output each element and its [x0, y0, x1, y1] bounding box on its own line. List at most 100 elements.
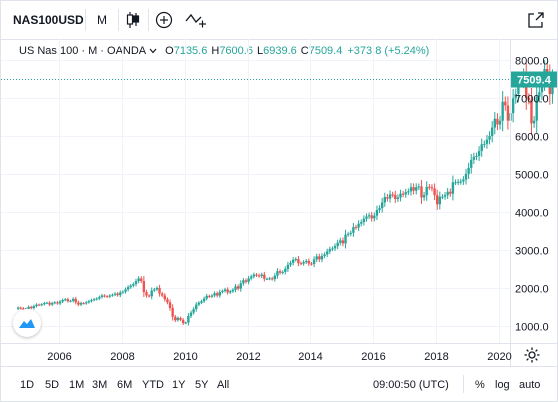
- candle-body: [208, 295, 211, 297]
- candle-body: [493, 118, 497, 128]
- candle-body: [155, 287, 159, 290]
- candle-body: [459, 181, 462, 183]
- candle-body: [111, 294, 114, 296]
- candle-body: [171, 308, 174, 317]
- candle-body: [77, 302, 80, 305]
- toolbar-divider: [148, 9, 149, 31]
- y-tick-label: 3000.0: [515, 246, 549, 258]
- range-all[interactable]: All: [217, 378, 230, 391]
- candle-body: [58, 301, 62, 304]
- candle-body: [472, 156, 476, 160]
- candle-body: [320, 255, 324, 260]
- candle-body: [210, 295, 214, 297]
- candle-body: [174, 316, 177, 321]
- candle-body: [200, 301, 203, 303]
- range-5y[interactable]: 5Y: [195, 378, 209, 391]
- series-title[interactable]: US Nas 100 · M · OANDA: [19, 45, 147, 57]
- candle-body: [166, 299, 169, 303]
- candle-body: [438, 196, 442, 205]
- expand-icon[interactable]: [523, 1, 549, 39]
- candle-body: [268, 278, 271, 280]
- candle-body: [297, 259, 300, 264]
- candle-body: [404, 192, 407, 195]
- candle-body: [501, 101, 504, 121]
- candle-body: [64, 299, 67, 301]
- tradingview-logo-icon[interactable]: [13, 309, 41, 337]
- indicators-icon[interactable]: [183, 1, 209, 39]
- candle-body: [192, 309, 195, 313]
- candle-body: [19, 307, 22, 309]
- candle-body: [278, 271, 282, 273]
- candle-body: [506, 105, 510, 121]
- candle-body: [412, 187, 415, 191]
- clock-time[interactable]: 09:00:50 (UTC): [373, 378, 449, 391]
- candle-body: [48, 302, 51, 305]
- candle-body: [333, 246, 337, 249]
- candle-body: [367, 215, 371, 217]
- last-price-label: 7509.4: [517, 75, 552, 87]
- percent-toggle[interactable]: %: [475, 378, 485, 391]
- candle-body: [229, 291, 232, 293]
- candle-body: [103, 295, 106, 297]
- candle-body: [284, 268, 287, 272]
- candle-body: [71, 298, 75, 301]
- candle-body: [119, 292, 122, 296]
- candle-body: [205, 295, 208, 299]
- candle-body: [90, 300, 93, 302]
- candle-body: [504, 101, 507, 106]
- candle-body: [132, 284, 135, 286]
- candle-body: [223, 289, 227, 291]
- chevron-down-icon[interactable]: [149, 45, 157, 57]
- candle-body: [352, 227, 355, 233]
- candle-body: [386, 197, 389, 199]
- candle-body: [197, 302, 201, 305]
- candle-body: [270, 278, 274, 280]
- high-value: 7600.6: [219, 45, 253, 57]
- candle-body: [145, 292, 148, 296]
- candle-body: [247, 278, 250, 282]
- candle-body: [435, 195, 439, 205]
- symbol-search-button[interactable]: NAS100USD: [13, 13, 84, 27]
- candle-body: [257, 275, 261, 277]
- candles-icon[interactable]: [121, 1, 145, 39]
- close-label: C: [300, 45, 309, 57]
- range-6m[interactable]: 6M: [117, 378, 133, 391]
- bottom-toolbar: 1D 5D 1M 3M 6M YTD 1Y 5Y All 09:00:50 (UTC) % lo…: [1, 366, 557, 402]
- range-3m[interactable]: 3M: [92, 378, 108, 391]
- candle-body: [467, 167, 470, 174]
- candle-body: [305, 260, 308, 263]
- candle-body: [239, 283, 242, 289]
- range-1m[interactable]: 1M: [69, 378, 85, 391]
- range-1d[interactable]: 1D: [20, 378, 35, 391]
- candle-body: [365, 216, 368, 219]
- candle-body: [420, 186, 423, 198]
- interval-button[interactable]: M: [97, 13, 107, 27]
- candle-body: [74, 298, 77, 303]
- toolbar-divider: [85, 9, 86, 31]
- candle-body: [456, 181, 460, 183]
- candle-body: [265, 278, 269, 280]
- range-5d[interactable]: 5D: [45, 378, 60, 391]
- candle-body: [441, 196, 444, 198]
- candle-body: [16, 307, 20, 309]
- plus-circle-icon[interactable]: [152, 1, 176, 39]
- candle-body: [286, 264, 290, 269]
- candle-body: [409, 187, 413, 192]
- range-ytd[interactable]: YTD: [142, 378, 164, 391]
- candle-body: [231, 289, 235, 292]
- candle-body: [98, 297, 101, 299]
- y-tick-label: 7000.0: [515, 94, 549, 106]
- x-tick-label: 2014: [298, 351, 322, 363]
- low-label: L: [256, 45, 264, 57]
- auto-toggle[interactable]: auto: [519, 378, 541, 391]
- candle-body: [357, 223, 360, 228]
- gear-icon[interactable]: [523, 346, 541, 364]
- candle-body: [485, 139, 489, 144]
- top-toolbar: NAS100USD M: [1, 1, 557, 40]
- range-1y[interactable]: 1Y: [172, 378, 186, 391]
- log-toggle[interactable]: log: [495, 378, 510, 391]
- candle-body: [134, 281, 138, 285]
- candle-body: [213, 293, 216, 296]
- price-chart[interactable]: 1000.0 2000.0 3000.0 4000.0 5000.0 6000.0 7000…: [1, 39, 557, 366]
